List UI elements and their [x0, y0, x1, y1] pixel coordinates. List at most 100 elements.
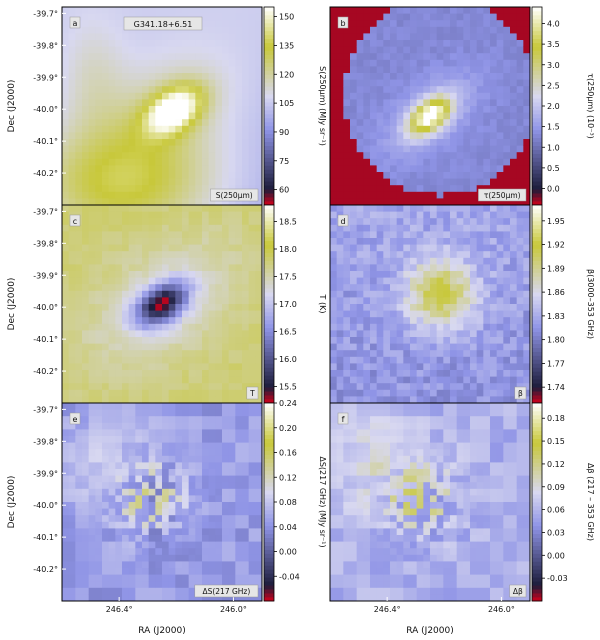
map-cell-d: [450, 211, 458, 219]
map-cell-c: [228, 343, 236, 351]
map-cell-b: [503, 152, 511, 160]
map-cell-a: [68, 139, 76, 146]
map-cell-c: [222, 356, 230, 364]
map-cell-c: [135, 343, 143, 351]
map-cell-b: [523, 191, 531, 199]
map-cell-c: [128, 297, 136, 305]
map-cell-c: [248, 218, 256, 226]
map-cell-a: [135, 132, 143, 140]
map-cell-d: [376, 396, 384, 404]
map-cell-e: [128, 581, 136, 589]
map-cell-a: [135, 53, 143, 61]
map-cell-d: [516, 264, 524, 272]
map-cell-d: [383, 356, 391, 364]
map-cell-d: [483, 343, 491, 351]
map-cell-b: [503, 86, 511, 94]
map-cell-a: [62, 7, 70, 14]
map-cell-d: [450, 376, 458, 384]
map-cell-e: [62, 455, 70, 463]
map-cell-c: [155, 396, 163, 404]
map-cell-a: [222, 198, 230, 206]
map-cell-e: [128, 508, 136, 516]
map-cell-e: [108, 581, 116, 589]
map-cell-b: [330, 152, 338, 160]
map-cell-d: [356, 244, 364, 252]
map-cell-c: [82, 383, 90, 391]
map-cell-d: [483, 257, 491, 265]
map-cell-c: [142, 277, 150, 285]
y-tick-label: -39.9°: [33, 271, 58, 280]
map-cell-b: [416, 125, 424, 133]
map-cell-c: [248, 310, 256, 318]
map-cell-b: [416, 172, 424, 179]
map-cell-d: [350, 396, 358, 404]
map-cell-b: [510, 119, 518, 127]
map-cell-d: [430, 356, 438, 364]
map-cell-c: [162, 231, 170, 239]
colorbar-band: [532, 197, 542, 202]
map-cell-c: [122, 277, 130, 285]
map-cell-c: [102, 205, 110, 212]
map-cell-c: [115, 370, 123, 377]
map-cell-e: [215, 561, 223, 569]
map-cell-a: [95, 178, 103, 186]
map-cell-d: [456, 330, 464, 338]
map-cell-b: [416, 152, 424, 160]
map-cell-d: [383, 205, 391, 212]
map-cell-e: [62, 528, 70, 536]
map-cell-a: [108, 66, 116, 74]
map-cell-e: [68, 442, 76, 450]
map-cell-a: [88, 191, 96, 199]
map-cell-a: [188, 125, 196, 133]
map-cell-c: [175, 370, 183, 377]
map-cell-b: [483, 158, 491, 166]
map-cell-c: [82, 277, 90, 285]
map-cell-c: [135, 238, 143, 245]
map-cell-d: [396, 350, 404, 358]
map-cell-d: [436, 211, 444, 219]
map-cell-f: [330, 508, 338, 516]
map-cell-a: [208, 26, 216, 34]
map-cell-e: [235, 495, 243, 503]
map-cell-c: [168, 337, 176, 344]
map-cell-a: [202, 66, 210, 74]
map-cell-a: [188, 119, 196, 127]
map-cell-c: [155, 224, 163, 232]
colorbar-band: [264, 165, 274, 170]
map-cell-b: [443, 106, 451, 113]
map-cell-a: [235, 119, 243, 127]
map-cell-c: [162, 323, 170, 331]
map-cell-c: [108, 396, 116, 404]
map-cell-c: [162, 251, 170, 259]
map-cell-e: [228, 535, 236, 542]
map-cell-b: [470, 165, 478, 173]
map-cell-d: [330, 389, 338, 397]
map-cell-d: [396, 317, 404, 325]
map-cell-d: [336, 350, 344, 358]
map-cell-d: [330, 317, 338, 325]
colorbar-band: [264, 94, 274, 99]
map-cell-a: [168, 185, 176, 193]
colorbar-band: [532, 70, 542, 75]
map-cell-b: [343, 33, 351, 41]
map-cell-f: [330, 548, 338, 556]
map-cell-e: [182, 455, 190, 463]
map-cell-c: [128, 376, 136, 384]
map-cell-d: [403, 257, 411, 265]
colorbar-band: [264, 521, 274, 527]
colorbar-band: [532, 268, 542, 273]
map-cell-a: [242, 112, 250, 120]
map-cell-c: [62, 396, 70, 404]
map-cell-e: [255, 568, 263, 575]
map-cell-c: [202, 396, 210, 404]
map-cell-c: [162, 363, 170, 371]
map-cell-b: [363, 73, 371, 80]
map-cell-d: [523, 350, 531, 358]
colorbar-tick-label: 15.5: [279, 383, 297, 392]
map-cell-c: [102, 271, 110, 278]
map-cell-e: [222, 422, 230, 430]
map-cell-b: [423, 26, 431, 34]
map-cell-c: [175, 277, 183, 285]
map-cell-a: [82, 40, 90, 47]
map-cell-d: [376, 231, 384, 239]
